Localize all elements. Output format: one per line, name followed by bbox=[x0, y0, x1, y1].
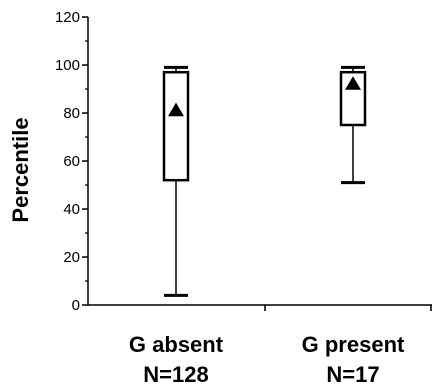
y-tick-label: 120 bbox=[55, 9, 80, 26]
y-tick-label: 40 bbox=[63, 201, 80, 218]
x-category-label: G absent bbox=[129, 332, 224, 357]
x-axis: G absent N=128 G present N=17 bbox=[88, 304, 432, 387]
y-tick-label: 0 bbox=[72, 297, 80, 314]
y-axis-title: Percentile bbox=[8, 117, 33, 222]
y-tick-label: 60 bbox=[63, 153, 80, 170]
x-category-label: G present bbox=[302, 332, 405, 357]
box-group bbox=[339, 65, 367, 185]
y-tick-label: 80 bbox=[63, 105, 80, 122]
box-iqr bbox=[162, 70, 190, 182]
box-group bbox=[162, 65, 190, 297]
mean-marker-triangle bbox=[168, 102, 184, 117]
x-category-n-label: N=17 bbox=[326, 362, 379, 387]
mean-marker-triangle bbox=[345, 76, 361, 90]
y-tick-label: 20 bbox=[63, 249, 80, 266]
box-series bbox=[162, 65, 367, 297]
x-category-n-label: N=128 bbox=[143, 362, 208, 387]
y-tick-label: 100 bbox=[55, 57, 80, 74]
y-axis: 0 20 40 60 80 100 120 bbox=[55, 9, 89, 314]
